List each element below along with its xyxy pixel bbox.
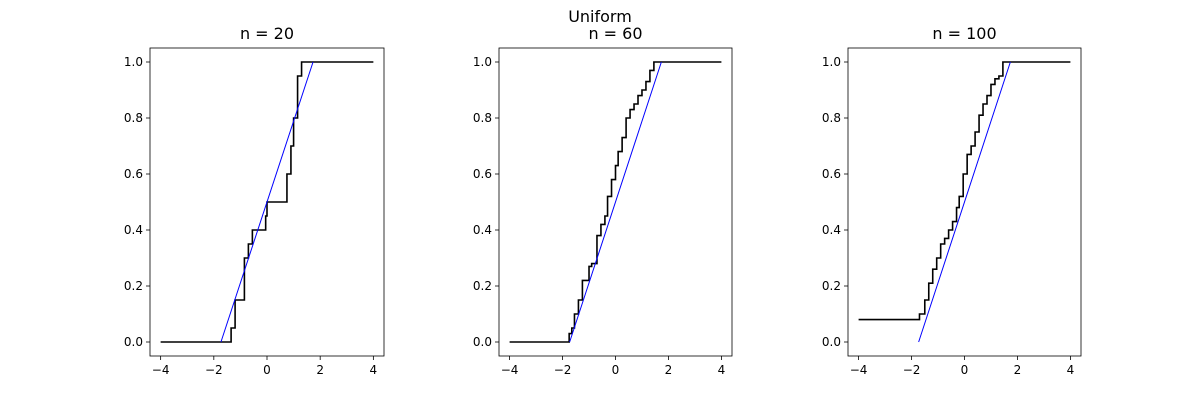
subplot-title: n = 60 xyxy=(588,24,642,43)
x-tick-label: 4 xyxy=(1067,363,1075,377)
y-tick-label: 1.0 xyxy=(124,55,143,69)
subplot-3: n = 100 −4 −2 0 2 4 0.0 0.2 0.4 0.6 0.8 1.0 xyxy=(822,24,1082,377)
figure-suptitle: Uniform xyxy=(568,7,632,26)
x-tick-label: −4 xyxy=(501,363,519,377)
x-tick-label: 0 xyxy=(263,363,271,377)
theoretical-cdf-line xyxy=(569,61,662,343)
plot-area xyxy=(160,61,374,343)
y-tick-label: 0.2 xyxy=(124,279,143,293)
y-tick-label: 1.0 xyxy=(822,55,841,69)
y-tick-label: 0.8 xyxy=(473,111,492,125)
theoretical-cdf-line xyxy=(220,61,314,343)
x-tick-label: 4 xyxy=(718,363,726,377)
x-tick-label: 4 xyxy=(370,363,378,377)
x-tick-label: −4 xyxy=(152,363,170,377)
y-tick-label: 0.8 xyxy=(124,111,143,125)
subplot-title: n = 20 xyxy=(240,24,294,43)
y-tick-label: 0.6 xyxy=(822,167,841,181)
y-tick-label: 0.2 xyxy=(822,279,841,293)
plot-area xyxy=(858,61,1071,343)
subplot-2: n = 60 −4 −2 0 2 4 0.0 0.2 0.4 0.6 0.8 1.0 xyxy=(473,24,733,377)
x-tick-label: 2 xyxy=(1014,363,1022,377)
x-tick-label: −4 xyxy=(850,363,868,377)
y-tick-label: 0.4 xyxy=(124,223,143,237)
subplot-title: n = 100 xyxy=(932,24,996,43)
y-tick-label: 0.2 xyxy=(473,279,492,293)
y-tick-label: 0.0 xyxy=(822,335,841,349)
ecdf-step-line xyxy=(160,61,374,343)
theoretical-cdf-line xyxy=(918,61,1011,343)
x-tick-label: −2 xyxy=(205,363,223,377)
x-tick-label: −2 xyxy=(903,363,921,377)
subplot-1: n = 20 −4 −2 0 2 4 0.0 0.2 0.4 0.6 0.8 1.0 xyxy=(124,24,385,377)
y-tick-label: 0.8 xyxy=(822,111,841,125)
y-tick-label: 0.0 xyxy=(473,335,492,349)
ecdf-step-line xyxy=(858,61,1071,321)
plot-area xyxy=(509,61,722,343)
y-tick-label: 0.0 xyxy=(124,335,143,349)
x-tick-label: 0 xyxy=(612,363,620,377)
x-tick-label: 2 xyxy=(665,363,673,377)
y-tick-label: 0.4 xyxy=(822,223,841,237)
y-tick-label: 1.0 xyxy=(473,55,492,69)
y-tick-label: 0.4 xyxy=(473,223,492,237)
ecdf-step-line xyxy=(509,61,722,343)
y-tick-label: 0.6 xyxy=(124,167,143,181)
y-tick-label: 0.6 xyxy=(473,167,492,181)
x-tick-label: 2 xyxy=(316,363,324,377)
x-tick-label: 0 xyxy=(961,363,969,377)
x-tick-label: −2 xyxy=(554,363,572,377)
